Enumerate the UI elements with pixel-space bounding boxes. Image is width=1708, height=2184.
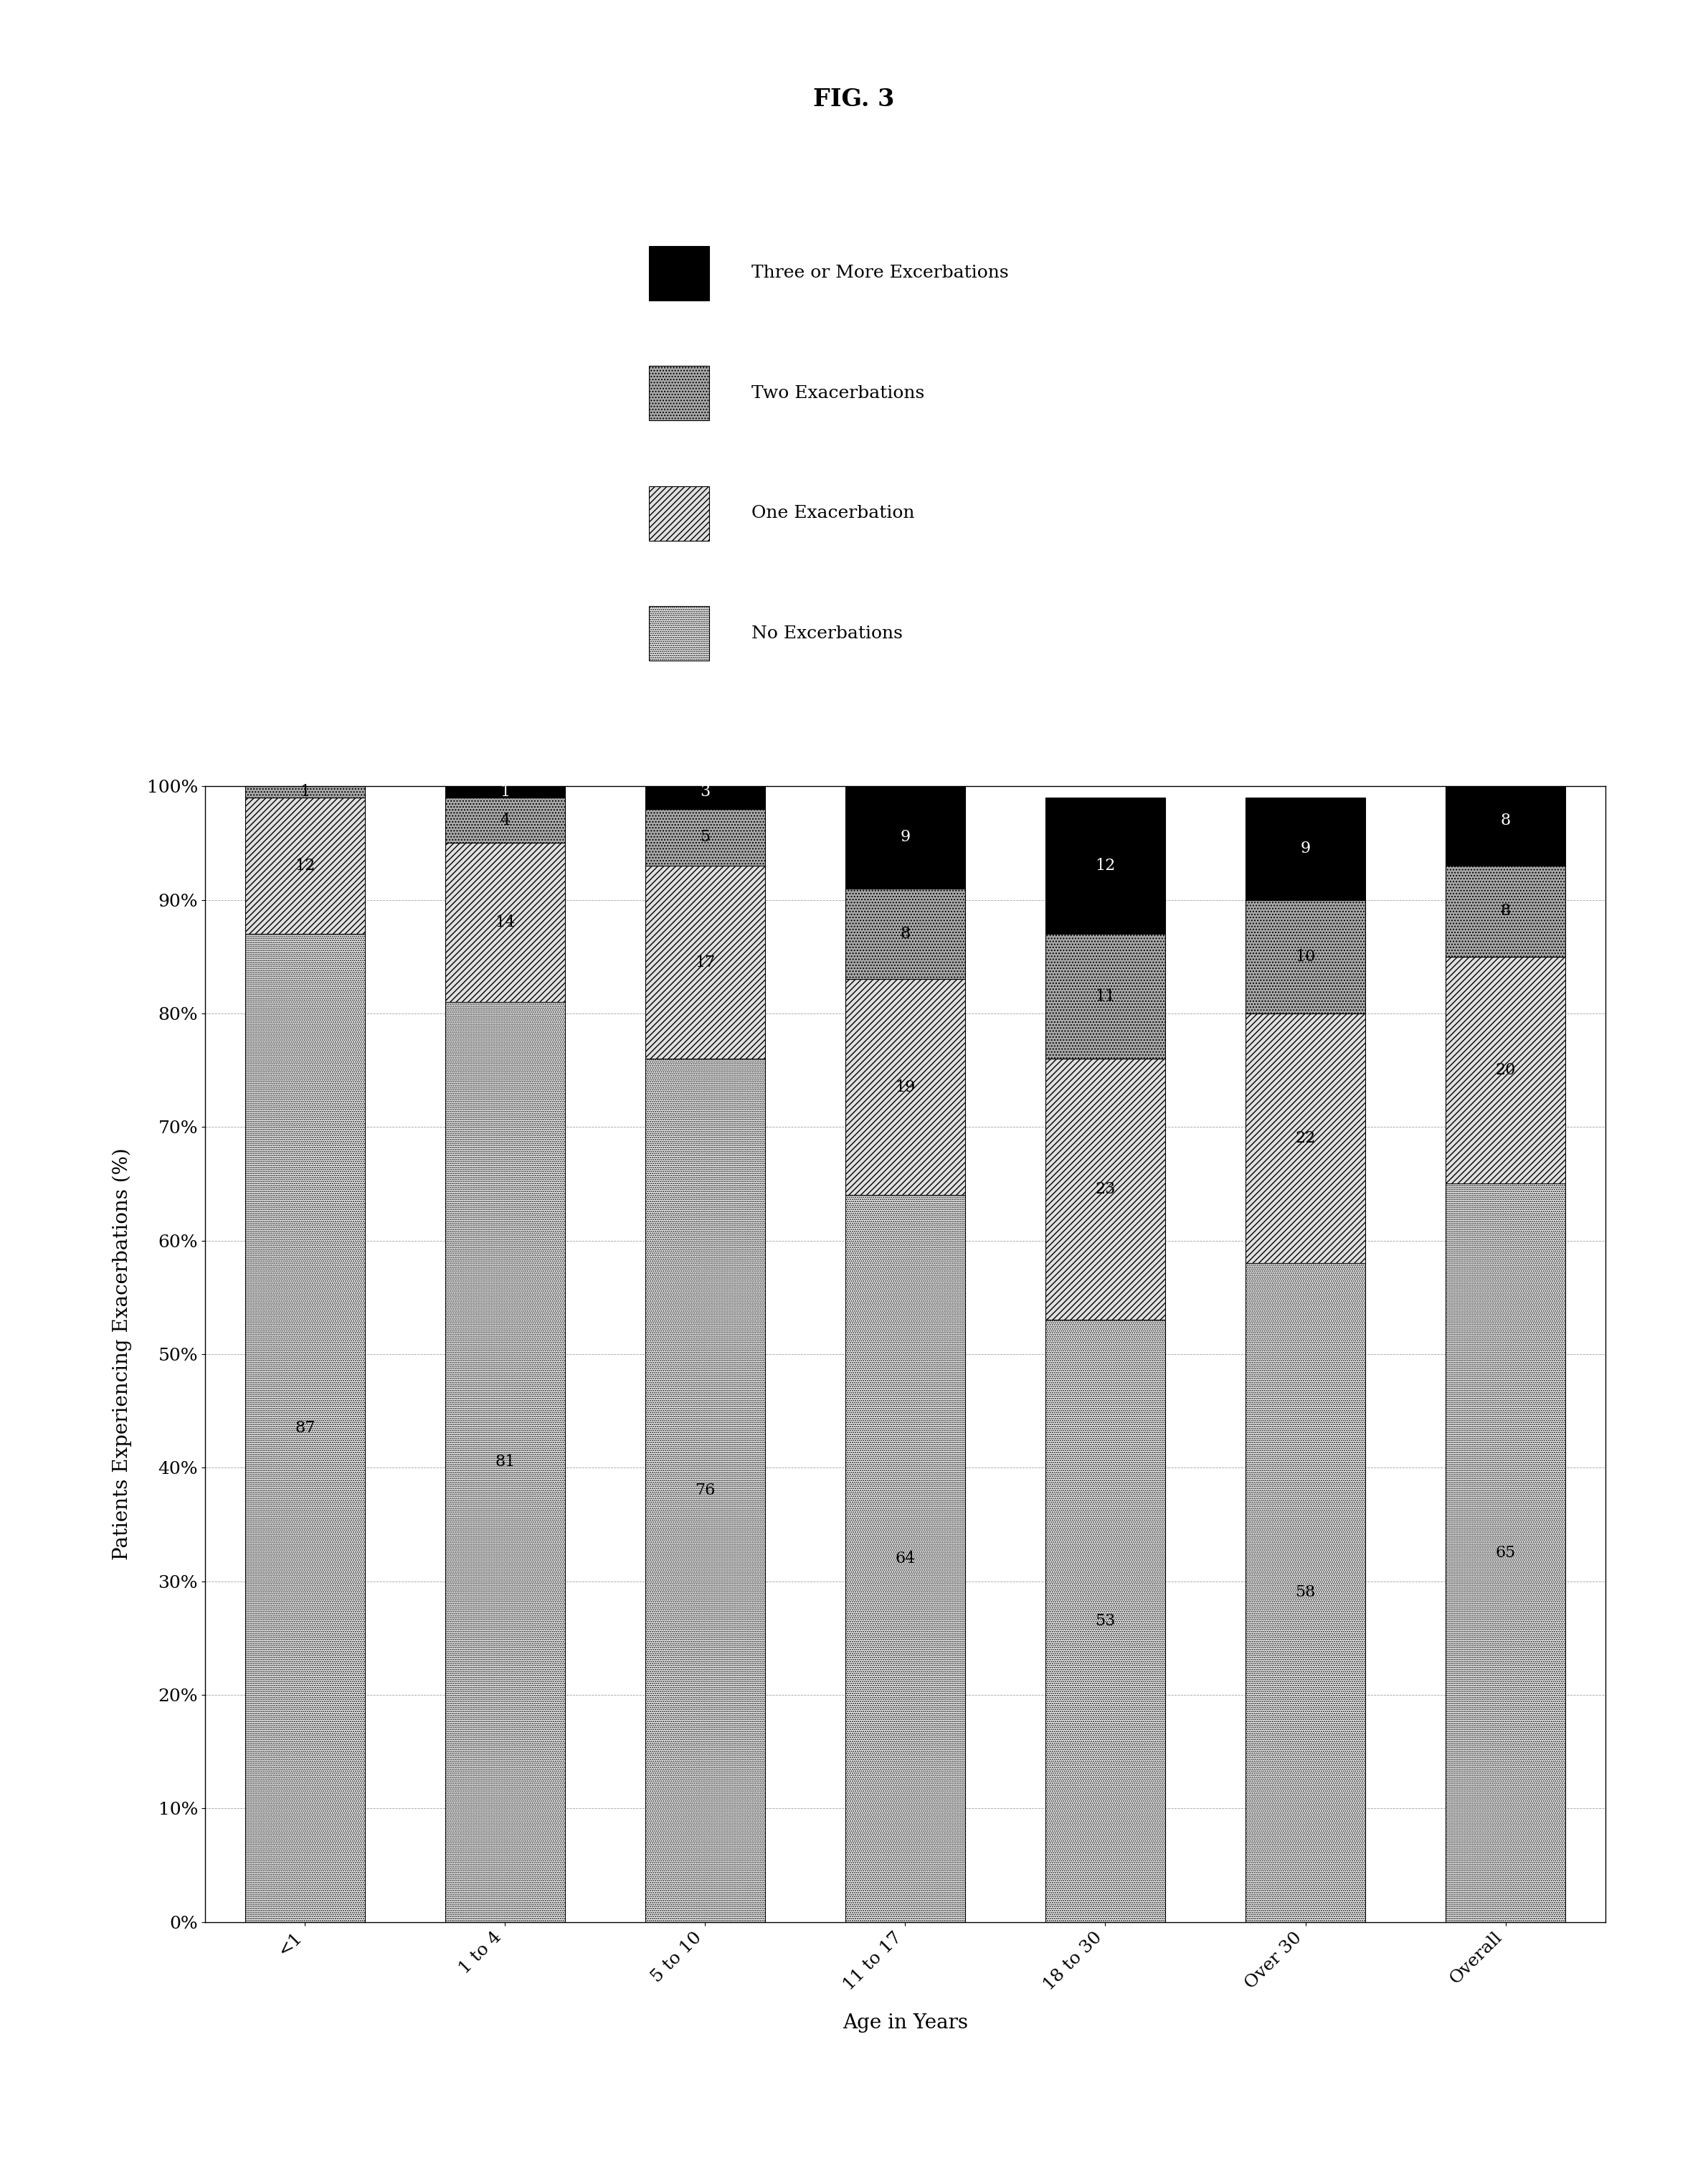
Bar [646, 865, 765, 1059]
Bar [446, 1002, 565, 1922]
Bar [646, 808, 765, 865]
Text: 5: 5 [700, 830, 711, 845]
Bar [244, 935, 366, 1922]
Text: Two Exacerbations: Two Exacerbations [752, 384, 924, 402]
Text: 20: 20 [1494, 1061, 1515, 1079]
Bar [845, 889, 965, 978]
Bar [1045, 797, 1165, 935]
Bar [1045, 1059, 1165, 1319]
Bar [1445, 1184, 1566, 1922]
Text: 14: 14 [495, 915, 516, 930]
Text: 64: 64 [895, 1551, 915, 1566]
Bar [1445, 775, 1566, 865]
Bar [1245, 1013, 1365, 1262]
Text: 8: 8 [1500, 904, 1510, 919]
Text: No Excerbations: No Excerbations [752, 625, 904, 642]
Bar [845, 786, 965, 889]
Text: 19: 19 [895, 1079, 915, 1094]
Text: 11: 11 [1095, 989, 1115, 1005]
Text: 3: 3 [700, 784, 711, 799]
Text: 58: 58 [1295, 1586, 1315, 1601]
Text: 1: 1 [301, 784, 311, 799]
Bar [446, 843, 565, 1002]
Text: 65: 65 [1494, 1544, 1515, 1562]
Bar [1245, 1262, 1365, 1922]
Text: 23: 23 [1095, 1182, 1115, 1197]
Text: 53: 53 [1095, 1614, 1115, 1629]
Text: FIG. 3: FIG. 3 [813, 87, 895, 111]
Bar [1245, 797, 1365, 900]
Text: 12: 12 [295, 858, 316, 874]
Bar [646, 775, 765, 808]
Y-axis label: Patients Experiencing Exacerbations (%): Patients Experiencing Exacerbations (%) [113, 1149, 132, 1559]
Bar [1445, 957, 1566, 1184]
Bar [845, 978, 965, 1195]
Bar [446, 786, 565, 797]
Bar [244, 786, 366, 797]
Text: 8: 8 [900, 926, 910, 941]
Text: 9: 9 [1300, 841, 1310, 856]
Text: One Exacerbation: One Exacerbation [752, 505, 915, 522]
Text: Three or More Excerbations: Three or More Excerbations [752, 264, 1009, 282]
Bar [446, 797, 565, 843]
X-axis label: Age in Years: Age in Years [842, 2014, 968, 2033]
Bar [1245, 900, 1365, 1013]
Text: 76: 76 [695, 1483, 716, 1498]
Bar [1445, 865, 1566, 957]
Bar [845, 1195, 965, 1922]
Text: 12: 12 [1095, 858, 1115, 874]
Bar [1045, 1319, 1165, 1922]
Text: 81: 81 [495, 1455, 516, 1470]
Text: 4: 4 [500, 812, 511, 828]
Bar [646, 1059, 765, 1922]
Text: 17: 17 [695, 954, 716, 970]
Text: 87: 87 [295, 1420, 316, 1435]
Bar [1045, 935, 1165, 1059]
Text: 10: 10 [1295, 948, 1315, 965]
Text: 22: 22 [1295, 1131, 1315, 1147]
Text: 8: 8 [1500, 812, 1510, 828]
Text: 1: 1 [500, 784, 511, 799]
Text: 9: 9 [900, 830, 910, 845]
Bar [244, 797, 366, 935]
